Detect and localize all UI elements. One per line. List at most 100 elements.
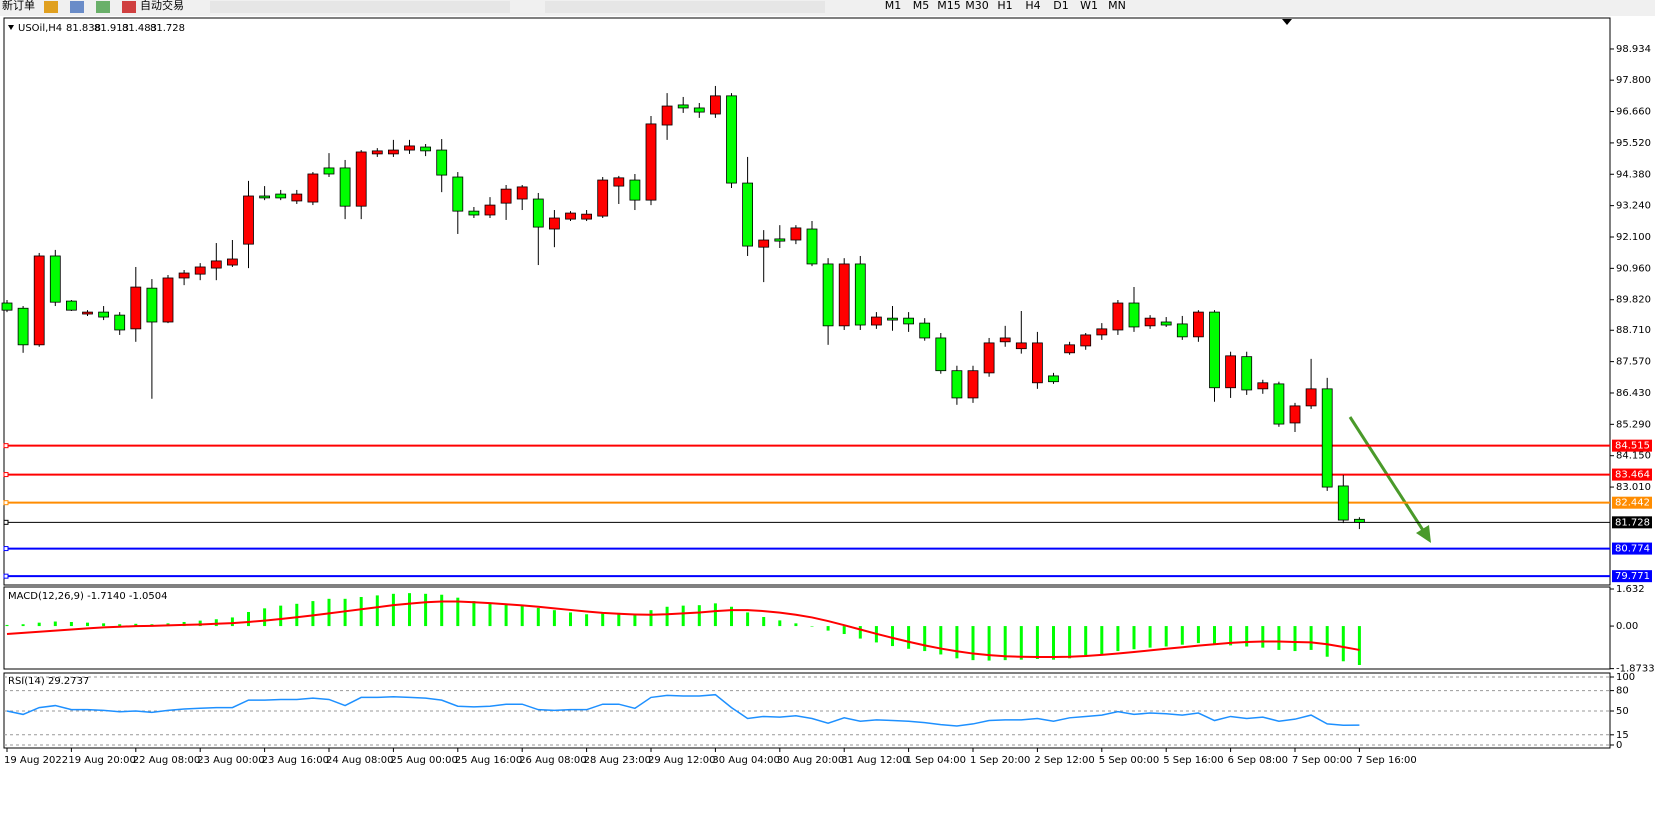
candle-body (291, 193, 303, 202)
candle-body (1032, 342, 1043, 384)
candle-body (854, 263, 866, 326)
timeframe-button[interactable]: M1 (885, 0, 902, 12)
timeframe-button[interactable]: M15 (937, 0, 961, 12)
macd-bar (1164, 626, 1168, 647)
x-tick-label: 23 Aug 00:00 (197, 755, 264, 766)
candle-body (1305, 388, 1317, 407)
candle-body (1321, 388, 1333, 488)
autotrade-button[interactable]: 自动交易 (140, 0, 184, 12)
macd-bar (1309, 626, 1313, 650)
annotation-arrow (1348, 416, 1430, 539)
macd-bar (69, 621, 73, 627)
x-tick-label: 7 Sep 16:00 (1356, 755, 1416, 766)
macd-bar (1068, 626, 1072, 659)
candle-body (758, 239, 770, 248)
candle-body (355, 151, 367, 207)
macd-bar (601, 613, 605, 627)
timeframe-button[interactable]: H4 (1025, 0, 1040, 12)
macd-bar (343, 598, 347, 627)
symbol: USOil,H4 (18, 23, 62, 34)
candle-body (178, 272, 190, 279)
candle-body (903, 317, 914, 325)
price-line-handle (3, 443, 9, 449)
candle-body (500, 188, 512, 204)
macd-bar (37, 622, 41, 627)
candle-body (983, 342, 995, 374)
ohlc-value: 81.483 (122, 23, 157, 34)
y-tick-label: -1.8733 (1616, 664, 1655, 675)
y-tick-label: 98.934 (1616, 44, 1651, 55)
x-tick-label: 19 Aug 2022 (4, 755, 68, 766)
x-tick-label: 2 Sep 12:00 (1034, 755, 1094, 766)
price-label: 84.515 (1615, 441, 1650, 452)
macd-bar (263, 608, 267, 627)
x-tick-label: 25 Aug 16:00 (455, 755, 522, 766)
macd-bar (1277, 626, 1281, 650)
macd-bar (1245, 626, 1249, 647)
x-tick-label: 25 Aug 00:00 (390, 755, 457, 766)
x-tick-label: 1 Sep 20:00 (970, 755, 1030, 766)
macd-bar (102, 623, 106, 627)
new-order-button[interactable]: 新订单 (2, 0, 35, 12)
y-tick-label: 92.100 (1616, 232, 1651, 243)
timeframe-button[interactable]: MN (1108, 0, 1126, 12)
icon[interactable] (44, 1, 58, 13)
macd-bar (633, 613, 637, 627)
timeframe-button[interactable]: H1 (997, 0, 1012, 12)
price-label: 83.464 (1615, 470, 1650, 481)
price-label: 81.728 (1615, 517, 1650, 528)
macd-bar (536, 607, 540, 627)
timeframe-button[interactable]: D1 (1053, 0, 1068, 12)
candle-body (98, 311, 109, 318)
price-label-bg (1612, 542, 1652, 555)
price-line-handle (3, 519, 9, 525)
y-tick-label: 84.150 (1616, 451, 1651, 462)
y-tick-label: 89.820 (1616, 295, 1651, 306)
macd-bar (21, 624, 25, 627)
candle-body (822, 263, 834, 327)
timeframe-button[interactable]: W1 (1080, 0, 1098, 12)
candle-body (919, 322, 931, 339)
timeframe-button[interactable]: M5 (913, 0, 930, 12)
macd-bar (665, 606, 669, 627)
timeframe-button[interactable]: M30 (965, 0, 989, 12)
candle-body (1209, 311, 1220, 389)
macd-bar (1116, 626, 1120, 652)
macd-bar (1196, 626, 1200, 644)
price-line-handle (3, 573, 9, 579)
macd-bar (1293, 626, 1297, 652)
candle-body (436, 149, 448, 176)
macd-bar (134, 623, 138, 627)
candle-body (33, 255, 45, 346)
x-tick-label: 5 Sep 16:00 (1163, 755, 1223, 766)
candle-body (17, 307, 29, 346)
icon[interactable] (70, 1, 84, 13)
candle-body (275, 193, 287, 199)
candle-body (146, 287, 158, 323)
candle-body (999, 337, 1011, 343)
x-tick-label: 23 Aug 16:00 (262, 755, 329, 766)
candle-body (210, 260, 222, 269)
icon[interactable] (122, 1, 136, 13)
x-tick-label: 26 Aug 08:00 (519, 755, 586, 766)
candle-body (259, 195, 271, 199)
icon[interactable] (96, 1, 110, 13)
candle-body (581, 213, 592, 220)
macd-bar (118, 624, 122, 627)
y-tick-label: 87.570 (1616, 357, 1651, 368)
macd-bar (923, 626, 927, 652)
price-label: 82.442 (1615, 498, 1650, 509)
tool-icons[interactable] (210, 1, 510, 13)
candle-body (484, 204, 496, 216)
y-tick-label: 86.430 (1616, 388, 1651, 399)
macd-bar (1180, 626, 1184, 645)
macd-bar (1357, 626, 1361, 666)
collapse-icon[interactable] (8, 25, 14, 30)
macd-bar (730, 606, 733, 627)
tool-icons[interactable] (545, 1, 825, 13)
macd-bar (713, 603, 717, 627)
candle-body (565, 212, 576, 220)
candle-body (1048, 375, 1059, 383)
y-tick-label: 85.290 (1616, 419, 1651, 430)
candle-body (516, 186, 528, 200)
